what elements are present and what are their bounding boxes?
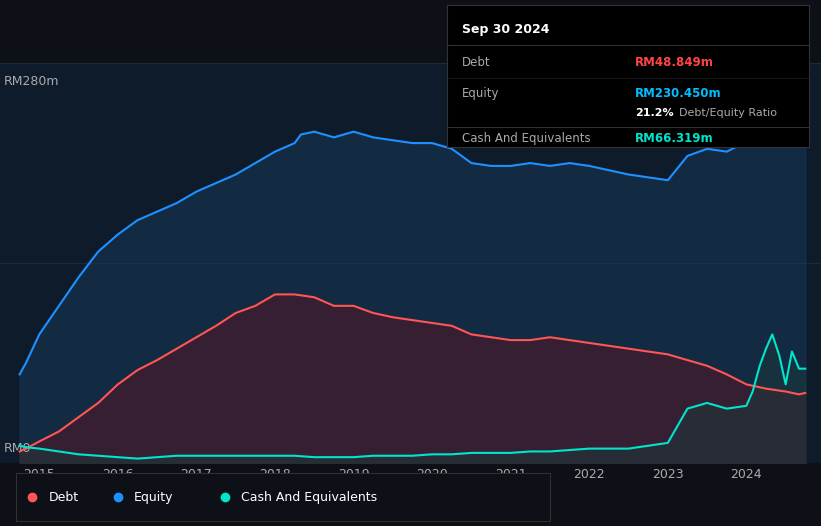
Text: Equity: Equity (134, 491, 173, 503)
Text: RM0: RM0 (4, 442, 31, 455)
Text: 21.2%: 21.2% (635, 108, 674, 118)
Text: RM66.319m: RM66.319m (635, 132, 714, 145)
Text: RM230.450m: RM230.450m (635, 87, 722, 100)
Text: RM48.849m: RM48.849m (635, 56, 714, 68)
Text: Debt: Debt (48, 491, 79, 503)
Text: Debt: Debt (462, 56, 490, 68)
Text: Sep 30 2024: Sep 30 2024 (462, 23, 549, 36)
Text: Debt/Equity Ratio: Debt/Equity Ratio (679, 108, 777, 118)
Text: RM280m: RM280m (4, 75, 60, 88)
Text: Cash And Equivalents: Cash And Equivalents (462, 132, 590, 145)
Text: Equity: Equity (462, 87, 499, 100)
Text: Cash And Equivalents: Cash And Equivalents (241, 491, 377, 503)
